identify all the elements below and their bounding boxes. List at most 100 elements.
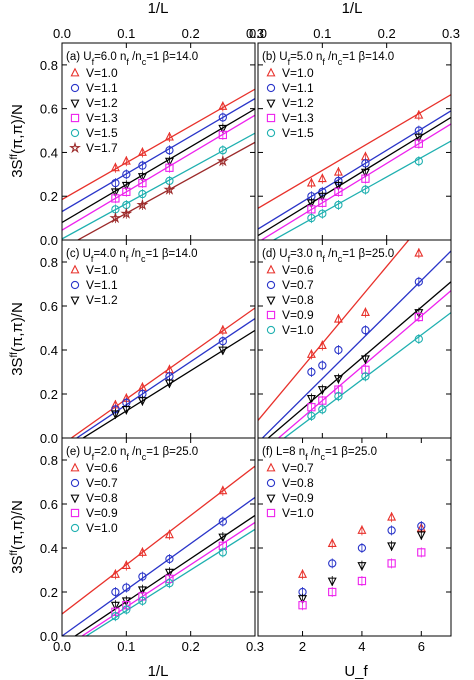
point-d-1-0: [307, 367, 316, 377]
x-tick-label-top: 0.1: [313, 26, 331, 41]
point-b-2-0: [306, 199, 316, 209]
panel-label-f: (f) L=8 nf /nc=1 β=25.0: [262, 446, 377, 462]
legend-marker-d-2: [266, 296, 276, 306]
series-c-2: [110, 345, 228, 420]
point-c-2-3: [164, 379, 174, 389]
series-e-4: [111, 547, 227, 622]
x-tick-label: 0.2: [182, 639, 200, 654]
legend-b: V=1.0V=1.1V=1.2V=1.3V=1.5: [266, 66, 314, 140]
legend-marker-d-0: [266, 264, 276, 274]
series-e-0: [110, 485, 228, 580]
x-tick-label-top: 0.0: [53, 26, 71, 41]
legend-marker-a-1: [70, 83, 80, 93]
legend-marker-a-2: [70, 99, 80, 109]
point-b-2-1: [317, 192, 327, 202]
point-a-2-3: [164, 157, 174, 167]
legend-marker-e-4: [70, 523, 80, 533]
ticks: 0.0 0.1 0.2 0.3: [249, 26, 460, 241]
legend-marker-f-2: [266, 494, 276, 504]
legend-label-c-0: V=1.0: [86, 263, 118, 277]
panel-b: 0.0 0.1 0.2 0.3(b) Uf=5.0 nf /nc=1 β=14.0V=…: [249, 26, 460, 241]
legend-marker-a-5: [69, 141, 81, 154]
series-a-1: [111, 112, 227, 189]
legend-marker-c-0: [70, 264, 80, 274]
legend-label-d-1: V=0.7: [282, 278, 314, 292]
point-c-1-4: [218, 337, 227, 346]
point-d-1-2: [334, 345, 343, 355]
point-b-4-2: [334, 200, 343, 210]
point-d-1-1: [318, 361, 327, 370]
legend-label-d-4: V=1.0: [282, 323, 314, 337]
point-f-3-3: [387, 559, 396, 568]
y-axis-title-1: 3Sff(π,π)/N: [9, 302, 27, 376]
point-a-5-0: [109, 211, 122, 224]
point-f-3-1: [328, 587, 337, 597]
y-axis-title-0: 3Sff(π,π)/N: [9, 104, 27, 178]
point-b-4-4: [414, 157, 423, 166]
point-e-2-4: [218, 533, 228, 543]
legend-label-f-3: V=1.0: [282, 506, 314, 520]
point-d-0-1: [317, 340, 327, 350]
legend-label-f-0: V=0.7: [282, 461, 314, 475]
series-d-4: [307, 334, 423, 421]
series-d-0: [306, 247, 424, 360]
legend-label-b-1: V=1.1: [282, 81, 314, 95]
point-f-3-4: [417, 548, 426, 557]
series-a-5: [109, 154, 229, 224]
legend-label-e-1: V=0.7: [86, 476, 118, 490]
point-d-2-3: [360, 355, 370, 365]
point-b-3-1: [318, 198, 327, 207]
panel-c: 0.0 0.2 0.4 0.6 0.8 (c) Uf=4.0 nf /nc=1 β=14.…: [40, 239, 256, 446]
point-a-3-4: [218, 130, 227, 140]
point-d-4-1: [318, 405, 327, 414]
point-a-0-4: [218, 101, 228, 110]
point-b-3-4: [414, 139, 423, 148]
point-a-3-2: [138, 178, 147, 188]
y-tick-label: 0.6: [40, 299, 58, 314]
point-a-1-0: [111, 178, 120, 188]
y-tick-label: 0.2: [40, 387, 58, 402]
point-e-1-2: [138, 572, 147, 581]
point-a-3-3: [165, 163, 174, 172]
series-a-4: [111, 145, 227, 215]
point-b-3-0: [307, 205, 316, 214]
x-tick-label-top: 0.3: [442, 26, 460, 41]
legend-label-b-4: V=1.5: [282, 126, 314, 140]
y-tick-label: 0.4: [40, 343, 58, 358]
point-d-3-0: [307, 403, 316, 412]
point-a-2-1: [121, 181, 131, 191]
point-e-0-1: [121, 560, 131, 570]
bottom-xlabel-right: U_f: [344, 663, 368, 680]
legend-marker-e-2: [70, 494, 80, 504]
legend-label-a-0: V=1.0: [86, 66, 118, 80]
panel-label-c: (c) Uf=4.0 nf /nc=1 β=14.0: [66, 248, 198, 264]
point-f-0-1: [327, 538, 337, 548]
point-c-2-1: [121, 405, 131, 415]
point-a-1-3: [165, 146, 174, 155]
series-e-2: [110, 532, 228, 611]
point-d-3-1: [318, 396, 327, 405]
point-a-1-4: [218, 113, 227, 122]
y-tick-label: 0.6: [40, 102, 58, 117]
legend-marker-b-0: [266, 67, 276, 77]
point-f-2-0: [298, 595, 308, 605]
x-tick-label: 0.3: [246, 639, 264, 654]
y-tick-label: 0.4: [40, 541, 58, 556]
series-f-3: [298, 547, 426, 611]
legend-marker-a-4: [70, 128, 80, 138]
fit-line-d-0: [258, 240, 410, 421]
point-d-1-3: [361, 326, 370, 335]
legend-label-c-1: V=1.1: [86, 278, 118, 292]
legend-marker-c-2: [70, 296, 80, 306]
point-a-2-0: [110, 188, 120, 198]
point-f-2-4: [416, 531, 426, 541]
ticks: 2 4 6: [258, 438, 451, 654]
point-a-0-2: [137, 147, 147, 156]
bottom-xlabel-left: 1/L: [148, 663, 169, 680]
legend-marker-e-0: [70, 462, 80, 472]
point-e-4-1: [122, 605, 131, 614]
y-axis-title-2: 3Sff(π,π)/N: [9, 500, 27, 574]
y-tick-label: 0.4: [40, 145, 58, 160]
point-e-1-0: [111, 587, 120, 597]
